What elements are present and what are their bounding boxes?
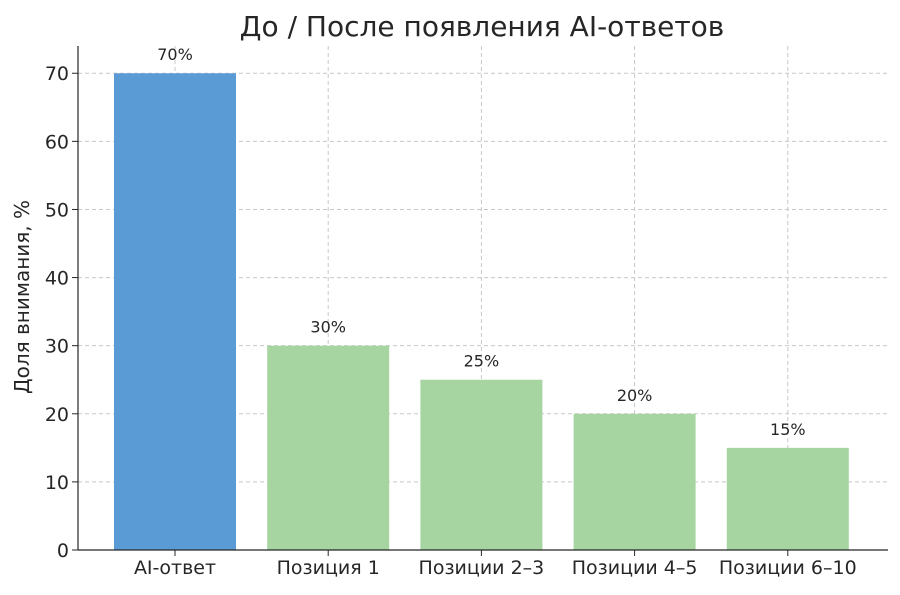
bar-value-label: 20% bbox=[617, 386, 653, 405]
bar-value-label: 25% bbox=[464, 352, 500, 371]
tick-labels: 0 10 20 30 40 50 60 70 AI-ответ Позиция 1 Позиции … bbox=[45, 63, 857, 579]
y-tick-label: 40 bbox=[45, 268, 69, 290]
bars bbox=[114, 73, 849, 551]
x-tick-label: AI-ответ bbox=[134, 557, 216, 579]
bar bbox=[114, 73, 236, 551]
axes bbox=[72, 46, 888, 556]
x-tick-label: Позиция 1 bbox=[277, 557, 380, 579]
bar-value-label: 15% bbox=[770, 420, 806, 439]
y-tick-label: 30 bbox=[45, 336, 69, 358]
bar bbox=[726, 447, 849, 550]
x-tick-label: Позиции 6–10 bbox=[719, 557, 857, 579]
x-tick-label: Позиции 2–3 bbox=[419, 557, 545, 579]
chart-title: До / После появления AI-ответов bbox=[240, 10, 725, 43]
data-labels: 70% 30% 25% 20% 15% bbox=[157, 45, 805, 439]
y-tick-label: 70 bbox=[45, 63, 69, 85]
bar bbox=[267, 345, 390, 550]
y-tick-label: 60 bbox=[45, 131, 69, 153]
bar-value-label: 70% bbox=[157, 45, 193, 64]
x-tick-label: Позиции 4–5 bbox=[572, 557, 698, 579]
y-tick-label: 10 bbox=[45, 472, 69, 494]
y-tick-label: 20 bbox=[45, 404, 69, 426]
y-tick-label: 50 bbox=[45, 199, 69, 221]
y-tick-label: 0 bbox=[57, 540, 69, 562]
y-axis-label: Доля внимания, % bbox=[10, 200, 34, 394]
bar bbox=[573, 413, 696, 550]
bar bbox=[420, 379, 543, 550]
bar-value-label: 30% bbox=[310, 318, 346, 337]
